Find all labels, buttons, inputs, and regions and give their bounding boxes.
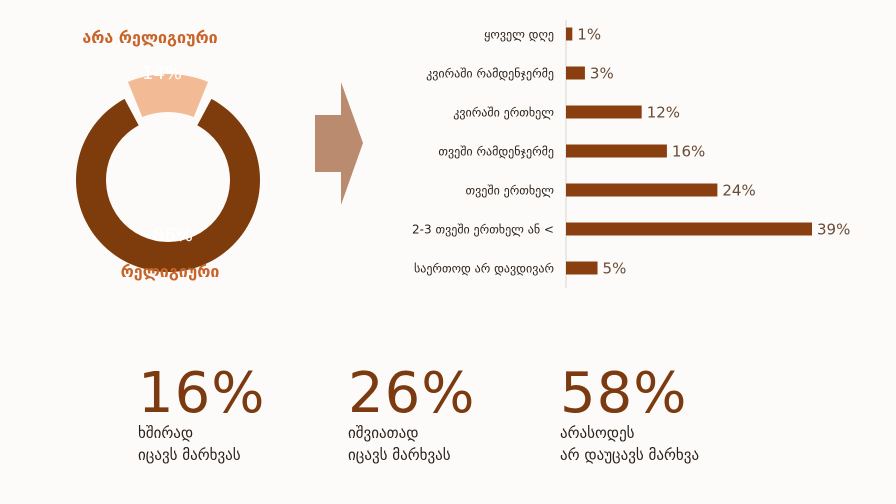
bar-value-label: 5% xyxy=(603,260,627,278)
bar-value-label: 12% xyxy=(647,104,680,122)
bar-category-label: კვირაში ერთხელ xyxy=(453,106,554,120)
stat-value: 26% xyxy=(348,361,476,426)
donut-label-religious: რელიგიური xyxy=(120,262,220,281)
stat-line: იშვიათად xyxy=(348,424,419,442)
stat-line: არასოდეს xyxy=(560,424,635,442)
slice-label-religious: 86% xyxy=(153,225,193,246)
stat-line: იცავს მარხვას xyxy=(348,446,451,464)
bar-category-label: თვეში რამდენჯერმე xyxy=(438,145,554,159)
slice-religious xyxy=(76,98,261,273)
bar-category-label: საერთოდ არ დავდივარ xyxy=(414,262,554,276)
bar-category-label: კვირაში რამდენჯერმე xyxy=(426,67,554,81)
bar xyxy=(566,105,642,119)
bar-value-label: 16% xyxy=(672,143,705,161)
bar xyxy=(566,144,667,158)
donut-chart: 14% 86% არა რელიგიური რელიგიური xyxy=(0,0,300,300)
stat-rarely: 26% იშვიათად იცავს მარხვას xyxy=(348,366,475,466)
stat-never: 58% არასოდეს არ დაუცავს მარხვა xyxy=(560,366,699,466)
bar xyxy=(566,27,573,41)
donut-label-non-religious: არა რელიგიური xyxy=(82,28,218,47)
slice-label-non-religious: 14% xyxy=(142,63,182,84)
bar xyxy=(566,222,812,236)
slice-non-religious xyxy=(127,74,209,118)
stat-line: არ დაუცავს მარხვა xyxy=(560,446,700,464)
bar-category-label: თვეში ერთხელ xyxy=(466,184,555,198)
arrow-right-icon xyxy=(315,82,363,205)
bar-value-label: 1% xyxy=(577,26,601,44)
stat-frequently: 16% ხშირად იცავს მარხვას xyxy=(138,366,265,466)
bar-category-label: 2-3 თვეში ერთხელ ან < xyxy=(412,223,554,237)
stat-line: ხშირად xyxy=(138,424,194,442)
bar xyxy=(566,261,598,275)
stat-value: 16% xyxy=(138,361,266,426)
bar xyxy=(566,66,585,80)
stat-value: 58% xyxy=(560,361,688,426)
bar xyxy=(566,183,718,197)
donut-svg: 14% 86% xyxy=(76,63,261,273)
bar-value-label: 39% xyxy=(817,221,850,239)
bar-value-label: 3% xyxy=(590,65,614,83)
stat-line: იცავს მარხვას xyxy=(138,446,241,464)
bar-category-label: ყოველ დღე xyxy=(484,28,554,42)
bar-value-label: 24% xyxy=(722,182,755,200)
